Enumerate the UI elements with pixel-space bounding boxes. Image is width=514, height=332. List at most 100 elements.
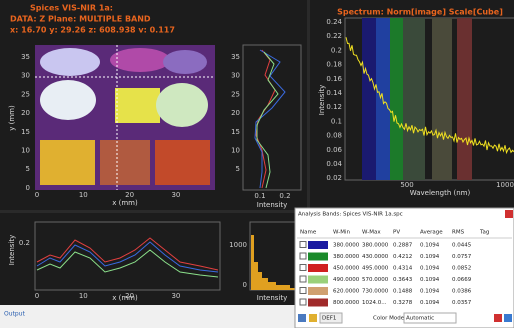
tick-label: 35 [231, 53, 240, 61]
close-button[interactable] [505, 210, 513, 218]
cell: 0.1094 [420, 289, 440, 295]
cell: 490.0000 [333, 277, 360, 283]
data-line: DATA: Z Plane: MULTIPLE BAND [10, 15, 151, 24]
cursor-readout: x: 16.70 y: 29.26 z: 608.938 v: 0.117 [10, 26, 175, 35]
cell: 380.0000 [362, 243, 389, 249]
checkbox[interactable] [300, 253, 306, 259]
tick-label: 0.14 [326, 89, 342, 97]
cell: 1024.0... [362, 300, 387, 306]
band-swatch [308, 276, 328, 284]
checkbox[interactable] [300, 265, 306, 271]
tick-label: 20 [21, 109, 30, 117]
column-header: RMS [452, 230, 465, 236]
column-header: Average [420, 230, 443, 236]
tick-label: 15 [231, 128, 240, 136]
tick-label: 10 [231, 147, 240, 155]
checkbox[interactable] [300, 299, 306, 305]
band-swatch [308, 253, 328, 261]
color-mode: Automatic [406, 316, 434, 322]
x-label: Intensity [257, 201, 287, 209]
tick-label: 0.06 [326, 146, 342, 154]
cell: 570.0000 [362, 277, 389, 283]
x-label: Intensity [257, 294, 287, 302]
tick-label: 0.24 [326, 18, 342, 26]
preset: DEF1 [322, 316, 336, 322]
tick-label: 25 [231, 90, 240, 98]
tick-label: 5 [26, 165, 30, 173]
tick-label: 35 [21, 53, 30, 61]
y-label: y (mm) [8, 105, 16, 131]
tick-label: 30 [21, 72, 30, 80]
tick-label: 10 [21, 147, 30, 155]
checkbox[interactable] [300, 276, 306, 282]
band-swatch [308, 287, 328, 295]
tick-label: 0.16 [326, 75, 342, 83]
column-header: Tag [479, 230, 489, 236]
column-header: PV [393, 230, 400, 236]
cell: 0.1094 [420, 266, 440, 272]
cell: 450.0000 [333, 266, 360, 272]
tick-label: 30 [171, 191, 180, 199]
tick-label: 0.12 [326, 103, 342, 111]
tick-label: 0.2 [19, 239, 30, 247]
tick-label: 1000 [496, 181, 514, 189]
tick-label: 30 [231, 72, 240, 80]
cell: 0.1094 [420, 277, 440, 283]
band-swatch [308, 264, 328, 272]
save-button[interactable] [298, 314, 306, 322]
cell: 430.0000 [362, 254, 389, 260]
delete-button[interactable] [494, 314, 502, 322]
tick-label: 5 [236, 165, 240, 173]
tick-label: 0.1 [254, 192, 265, 200]
tick-label: 0.2 [279, 192, 290, 200]
cell: 0.3643 [393, 277, 413, 283]
band-swatch [308, 241, 328, 249]
cell: 800.0000 [333, 300, 360, 306]
tick-label: 0.08 [326, 132, 342, 140]
tick-label: 500 [400, 181, 413, 189]
tick-label: 20 [125, 191, 134, 199]
cell: 620.0000 [333, 289, 360, 295]
add-button[interactable] [504, 314, 512, 322]
y-label: Intensity [318, 85, 326, 115]
cell: 380.0000 [333, 243, 360, 249]
tick-label: 0 [35, 292, 39, 300]
cell: 0.3278 [393, 300, 413, 306]
panel-title: Spices VIS-NIR 1a: [30, 4, 113, 13]
x-label: x (mm) [112, 199, 138, 207]
color-mode-label: Color Mode [373, 316, 405, 322]
profile-panel [0, 213, 307, 305]
cell: 0.0445 [452, 243, 472, 249]
cell: 0.1094 [420, 300, 440, 306]
tick-label: 0 [243, 281, 247, 289]
tick-label: 20 [125, 292, 134, 300]
tick-label: 25 [21, 90, 30, 98]
cell: 380.0000 [333, 254, 360, 260]
band-swatch [308, 299, 328, 307]
column-header: Name [300, 230, 317, 236]
output-tab[interactable]: Output [4, 311, 25, 318]
tick-label: 0.22 [326, 32, 342, 40]
cell: 730.0000 [362, 289, 389, 295]
x-label: Wavelength (nm) [410, 189, 471, 197]
checkbox[interactable] [300, 242, 306, 248]
open-button[interactable] [309, 314, 317, 322]
cell: 0.1094 [420, 243, 440, 249]
output-strip [0, 305, 295, 328]
screen: Spices VIS-NIR 1a: DATA: Z Plane: MULTIP… [0, 0, 514, 328]
tick-label: 0 [26, 184, 30, 192]
cell: 0.1488 [393, 289, 413, 295]
tick-label: 0.04 [326, 160, 342, 168]
dialog-title: Analysis Bands: Spices VIS-NIR 1a.spc [298, 212, 403, 218]
cell: 0.0669 [452, 277, 472, 283]
cell: 0.1094 [420, 254, 440, 260]
tick-label: 30 [171, 292, 180, 300]
tick-label: 1000 [229, 241, 247, 249]
cell: 0.0357 [452, 300, 472, 306]
checkbox[interactable] [300, 288, 306, 294]
tick-label: 10 [79, 292, 88, 300]
dialog: Analysis Bands: Spices VIS-NIR 1a.spc Na… [295, 208, 514, 328]
tick-label: 0 [35, 191, 39, 199]
cell: 495.0000 [362, 266, 389, 272]
cell: 0.0757 [452, 254, 472, 260]
